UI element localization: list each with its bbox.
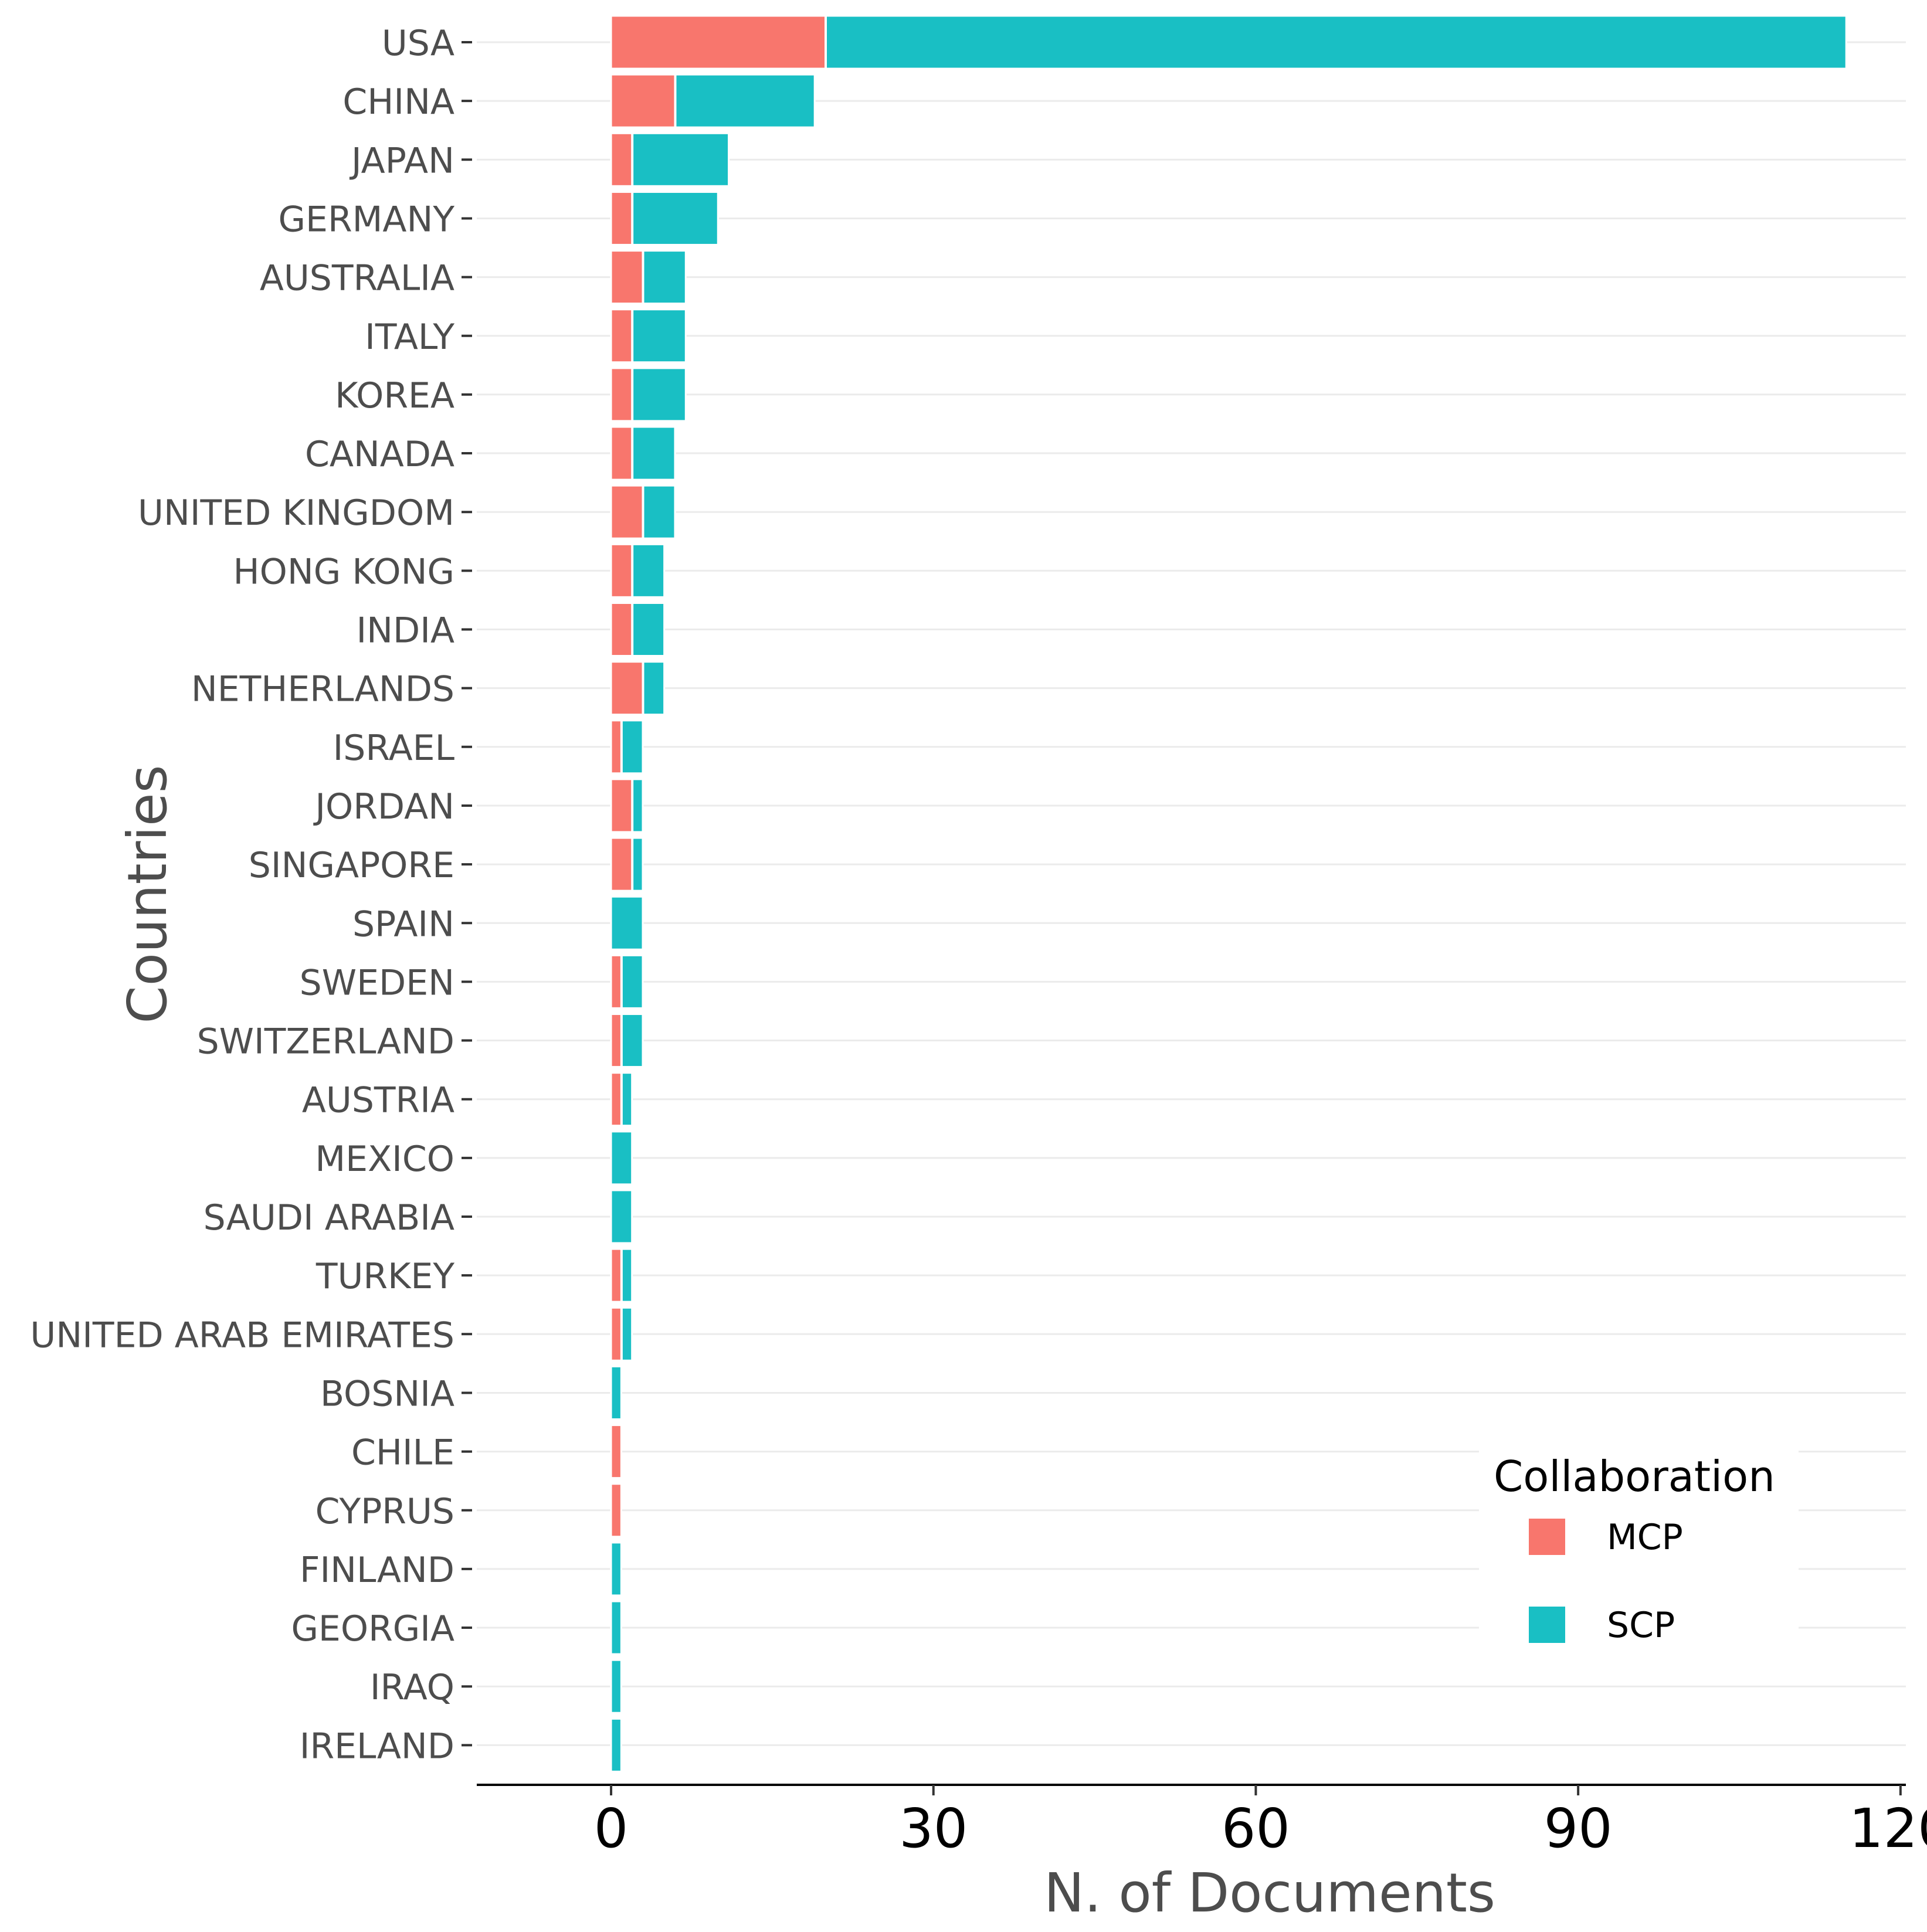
- bar-italy-scp: [632, 308, 687, 364]
- y-tick-label: UNITED ARAB EMIRATES: [30, 1315, 454, 1356]
- bar-cyprus-mcp: [610, 1483, 622, 1538]
- y-tick-label: CYPRUS: [315, 1491, 454, 1532]
- bar-jordan-mcp: [610, 778, 633, 833]
- bar-mexico-scp: [610, 1130, 633, 1186]
- x-axis-title: N. of Documents: [1044, 1862, 1495, 1924]
- y-tick-label: INDIA: [356, 610, 454, 651]
- x-tick-label: 90: [1544, 1797, 1613, 1860]
- bar-georgia-scp: [610, 1600, 622, 1655]
- bar-chile-mcp: [610, 1424, 622, 1479]
- bar-sweden-scp: [620, 954, 644, 1009]
- y-tick-label: SWEDEN: [300, 962, 454, 1003]
- x-tick-label: 120: [1849, 1797, 1927, 1860]
- y-tick-label: HONG KONG: [233, 551, 454, 592]
- y-tick-label: JORDAN: [313, 786, 454, 827]
- bar-bosnia-scp: [610, 1365, 622, 1420]
- y-tick-label: TURKEY: [315, 1256, 455, 1297]
- x-tick-label: 60: [1222, 1797, 1290, 1860]
- y-tick-label: NETHERLANDS: [191, 669, 454, 710]
- y-tick-label: SPAIN: [352, 904, 454, 945]
- bar-singapore-scp: [632, 837, 644, 892]
- bar-united-arab-emirates-mcp: [610, 1306, 622, 1361]
- legend-title: Collaboration: [1494, 1452, 1775, 1501]
- bar-israel-mcp: [610, 719, 622, 775]
- x-tick-label: 0: [594, 1797, 629, 1860]
- bar-singapore-mcp: [610, 837, 633, 892]
- bar-austria-scp: [620, 1072, 633, 1127]
- bar-netherlands-scp: [642, 661, 666, 716]
- y-tick-label: GERMANY: [279, 199, 455, 240]
- x-tick-label: 30: [899, 1797, 968, 1860]
- y-tick-label: IRAQ: [370, 1667, 454, 1708]
- legend: Collaboration MCP SCP: [1479, 1438, 1799, 1646]
- bar-iraq-scp: [610, 1659, 622, 1714]
- y-axis-title: Countries: [116, 765, 179, 1023]
- bar-china-mcp: [610, 73, 676, 128]
- bar-korea-scp: [632, 367, 687, 422]
- bar-australia-mcp: [610, 250, 644, 305]
- bar-germany-mcp: [610, 191, 633, 246]
- legend-key-mcp: [1529, 1519, 1565, 1555]
- y-tick-label: AUSTRALIA: [260, 258, 454, 299]
- y-tick-label: JAPAN: [349, 140, 454, 181]
- y-tick-label: CHINA: [342, 82, 454, 123]
- bar-turkey-mcp: [610, 1248, 622, 1303]
- bar-japan-mcp: [610, 132, 633, 187]
- legend-label-mcp: MCP: [1607, 1517, 1683, 1558]
- bar-israel-scp: [620, 719, 644, 775]
- y-tick-label: BOSNIA: [320, 1373, 454, 1414]
- bar-netherlands-mcp: [610, 661, 644, 716]
- y-tick-label: MEXICO: [315, 1139, 454, 1180]
- y-tick-label: ITALY: [365, 317, 454, 358]
- bar-spain-scp: [610, 895, 644, 950]
- bar-united-kingdom-mcp: [610, 484, 644, 539]
- bar-saudi-arabia-scp: [610, 1189, 633, 1244]
- bar-switzerland-scp: [620, 1013, 644, 1068]
- bar-united-kingdom-scp: [642, 484, 676, 539]
- y-axis: USA CHINA JAPAN GERMANY AUSTRALIA ITALY KOREA C…: [30, 23, 472, 1767]
- bar-austria-mcp: [610, 1072, 622, 1127]
- bar-japan-scp: [632, 132, 730, 187]
- y-tick-label: AUSTRIA: [302, 1080, 454, 1121]
- bar-usa-scp: [825, 15, 1847, 70]
- bar-jordan-scp: [632, 778, 644, 833]
- bar-italy-mcp: [610, 308, 633, 364]
- legend-key-scp: [1529, 1607, 1565, 1643]
- y-tick-label: GEORGIA: [291, 1608, 454, 1649]
- bar-finland-scp: [610, 1541, 622, 1597]
- bar-sweden-mcp: [610, 954, 622, 1009]
- bar-turkey-scp: [620, 1248, 633, 1303]
- bar-korea-mcp: [610, 367, 633, 422]
- bar-usa-mcp: [610, 15, 827, 70]
- y-tick-label: SAUDI ARABIA: [203, 1197, 454, 1238]
- y-tick-label: CANADA: [305, 434, 454, 475]
- bar-hong-kong-scp: [632, 543, 666, 598]
- bar-china-scp: [674, 73, 816, 128]
- y-tick-label: FINLAND: [300, 1550, 454, 1591]
- y-tick-label: USA: [382, 23, 454, 64]
- bar-india-mcp: [610, 602, 633, 657]
- bar-ireland-scp: [610, 1717, 622, 1773]
- y-tick-label: SWITZERLAND: [197, 1021, 454, 1062]
- bar-india-scp: [632, 602, 666, 657]
- y-tick-label: ISRAEL: [333, 728, 455, 769]
- y-tick-label: SINGAPORE: [249, 845, 454, 886]
- bars: [610, 15, 1847, 1773]
- bar-germany-scp: [632, 191, 719, 246]
- gridlines: [477, 41, 1906, 1746]
- y-tick-label: KOREA: [335, 375, 454, 416]
- bar-canada-scp: [632, 426, 676, 481]
- y-tick-label: IRELAND: [300, 1726, 454, 1767]
- y-tick-label: UNITED KINGDOM: [138, 493, 454, 534]
- bar-hong-kong-mcp: [610, 543, 633, 598]
- legend-label-scp: SCP: [1607, 1605, 1675, 1646]
- bar-switzerland-mcp: [610, 1013, 622, 1068]
- bar-united-arab-emirates-scp: [620, 1306, 633, 1361]
- bar-australia-scp: [642, 250, 687, 305]
- y-tick-label: CHILE: [351, 1432, 454, 1473]
- x-axis: 0 30 60 90 120: [477, 1784, 1927, 1860]
- bar-canada-mcp: [610, 426, 633, 481]
